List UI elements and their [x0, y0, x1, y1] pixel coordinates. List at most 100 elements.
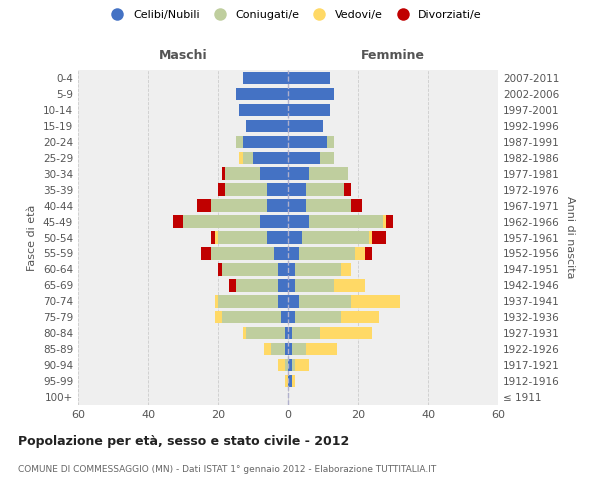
Bar — [372, 232, 386, 243]
Bar — [235, 88, 288, 100]
Bar — [229, 279, 235, 291]
Bar — [253, 152, 288, 164]
Bar — [284, 359, 288, 372]
Bar — [292, 359, 295, 372]
Bar — [305, 200, 351, 212]
Text: Popolazione per età, sesso e stato civile - 2012: Popolazione per età, sesso e stato civil… — [18, 435, 349, 448]
Bar — [326, 136, 334, 148]
Text: Maschi: Maschi — [158, 48, 208, 62]
Bar — [242, 136, 288, 148]
Bar — [309, 168, 347, 180]
Bar — [284, 343, 288, 355]
Bar — [242, 72, 288, 84]
Bar — [239, 152, 242, 164]
Bar — [235, 136, 242, 148]
Bar — [288, 295, 299, 308]
Bar — [295, 279, 334, 291]
Bar — [295, 311, 341, 324]
Bar — [215, 311, 221, 324]
Bar — [305, 184, 344, 196]
Bar — [211, 232, 215, 243]
Bar — [218, 184, 225, 196]
Bar — [288, 263, 295, 276]
Bar — [235, 279, 277, 291]
Bar — [277, 263, 288, 276]
Bar — [277, 359, 284, 372]
Bar — [334, 279, 365, 291]
Bar — [320, 152, 334, 164]
Bar — [274, 247, 288, 260]
Bar — [267, 232, 288, 243]
Bar — [299, 247, 355, 260]
Bar — [284, 375, 288, 388]
Bar — [341, 263, 351, 276]
Bar — [215, 295, 218, 308]
Bar — [288, 184, 305, 196]
Bar — [218, 295, 277, 308]
Bar — [288, 104, 330, 116]
Bar — [242, 152, 253, 164]
Bar — [218, 263, 221, 276]
Bar — [288, 232, 302, 243]
Bar — [288, 200, 305, 212]
Bar — [351, 200, 361, 212]
Bar — [221, 263, 277, 276]
Bar — [288, 279, 295, 291]
Bar — [215, 232, 218, 243]
Bar — [292, 327, 320, 340]
Bar — [288, 120, 323, 132]
Y-axis label: Fasce di età: Fasce di età — [28, 204, 37, 270]
Bar — [183, 216, 260, 228]
Bar — [355, 247, 365, 260]
Bar — [242, 327, 246, 340]
Bar — [267, 184, 288, 196]
Bar — [383, 216, 386, 228]
Y-axis label: Anni di nascita: Anni di nascita — [565, 196, 575, 279]
Bar — [295, 359, 309, 372]
Bar — [309, 216, 383, 228]
Bar — [299, 295, 351, 308]
Text: COMUNE DI COMMESSAGGIO (MN) - Dati ISTAT 1° gennaio 2012 - Elaborazione TUTTITAL: COMUNE DI COMMESSAGGIO (MN) - Dati ISTAT… — [18, 465, 436, 474]
Bar — [288, 375, 292, 388]
Bar — [173, 216, 183, 228]
Bar — [288, 168, 309, 180]
Bar — [260, 168, 288, 180]
Bar — [344, 184, 351, 196]
Bar — [288, 72, 330, 84]
Bar — [288, 343, 292, 355]
Bar — [288, 152, 320, 164]
Bar — [211, 200, 267, 212]
Bar — [277, 295, 288, 308]
Bar — [288, 247, 299, 260]
Bar — [368, 232, 372, 243]
Bar — [288, 88, 334, 100]
Bar — [197, 200, 211, 212]
Bar — [221, 311, 281, 324]
Bar — [200, 247, 211, 260]
Bar — [246, 327, 284, 340]
Legend: Celibi/Nubili, Coniugati/e, Vedovi/e, Divorziati/e: Celibi/Nubili, Coniugati/e, Vedovi/e, Di… — [102, 6, 486, 25]
Bar — [211, 247, 274, 260]
Bar — [263, 343, 271, 355]
Bar — [320, 327, 372, 340]
Bar — [277, 279, 288, 291]
Bar — [386, 216, 393, 228]
Bar — [292, 343, 305, 355]
Bar — [288, 359, 292, 372]
Bar — [288, 327, 292, 340]
Bar — [239, 104, 288, 116]
Bar — [267, 200, 288, 212]
Bar — [288, 216, 309, 228]
Bar — [260, 216, 288, 228]
Bar — [295, 263, 341, 276]
Bar — [221, 168, 225, 180]
Bar — [225, 184, 267, 196]
Bar — [305, 343, 337, 355]
Bar — [284, 327, 288, 340]
Bar — [281, 311, 288, 324]
Bar — [246, 120, 288, 132]
Text: Femmine: Femmine — [361, 48, 425, 62]
Bar — [218, 232, 267, 243]
Bar — [271, 343, 284, 355]
Bar — [351, 295, 400, 308]
